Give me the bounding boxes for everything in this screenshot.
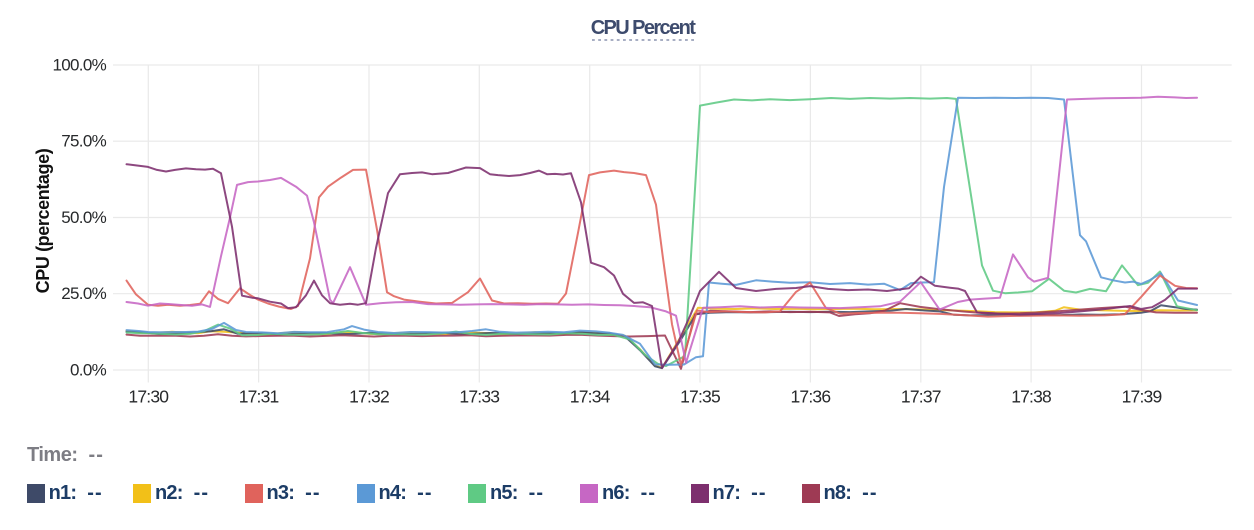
svg-text:0.0%: 0.0% <box>70 361 107 380</box>
svg-text:17:35: 17:35 <box>680 387 720 407</box>
svg-text:100.0%: 100.0% <box>53 56 107 75</box>
svg-text:17:38: 17:38 <box>1011 387 1051 407</box>
svg-text:17:34: 17:34 <box>570 387 611 407</box>
svg-text:CPU (percentage): CPU (percentage) <box>33 148 53 293</box>
svg-text:17:31: 17:31 <box>239 387 279 407</box>
svg-text:17:30: 17:30 <box>128 387 169 407</box>
svg-text:17:36: 17:36 <box>791 387 831 407</box>
svg-text:75.0%: 75.0% <box>61 132 106 151</box>
svg-text:17:32: 17:32 <box>349 387 389 407</box>
svg-text:17:37: 17:37 <box>901 387 941 407</box>
svg-text:17:33: 17:33 <box>459 387 499 407</box>
svg-text:50.0%: 50.0% <box>61 208 106 227</box>
svg-text:25.0%: 25.0% <box>61 284 106 303</box>
svg-text:17:39: 17:39 <box>1122 387 1162 407</box>
